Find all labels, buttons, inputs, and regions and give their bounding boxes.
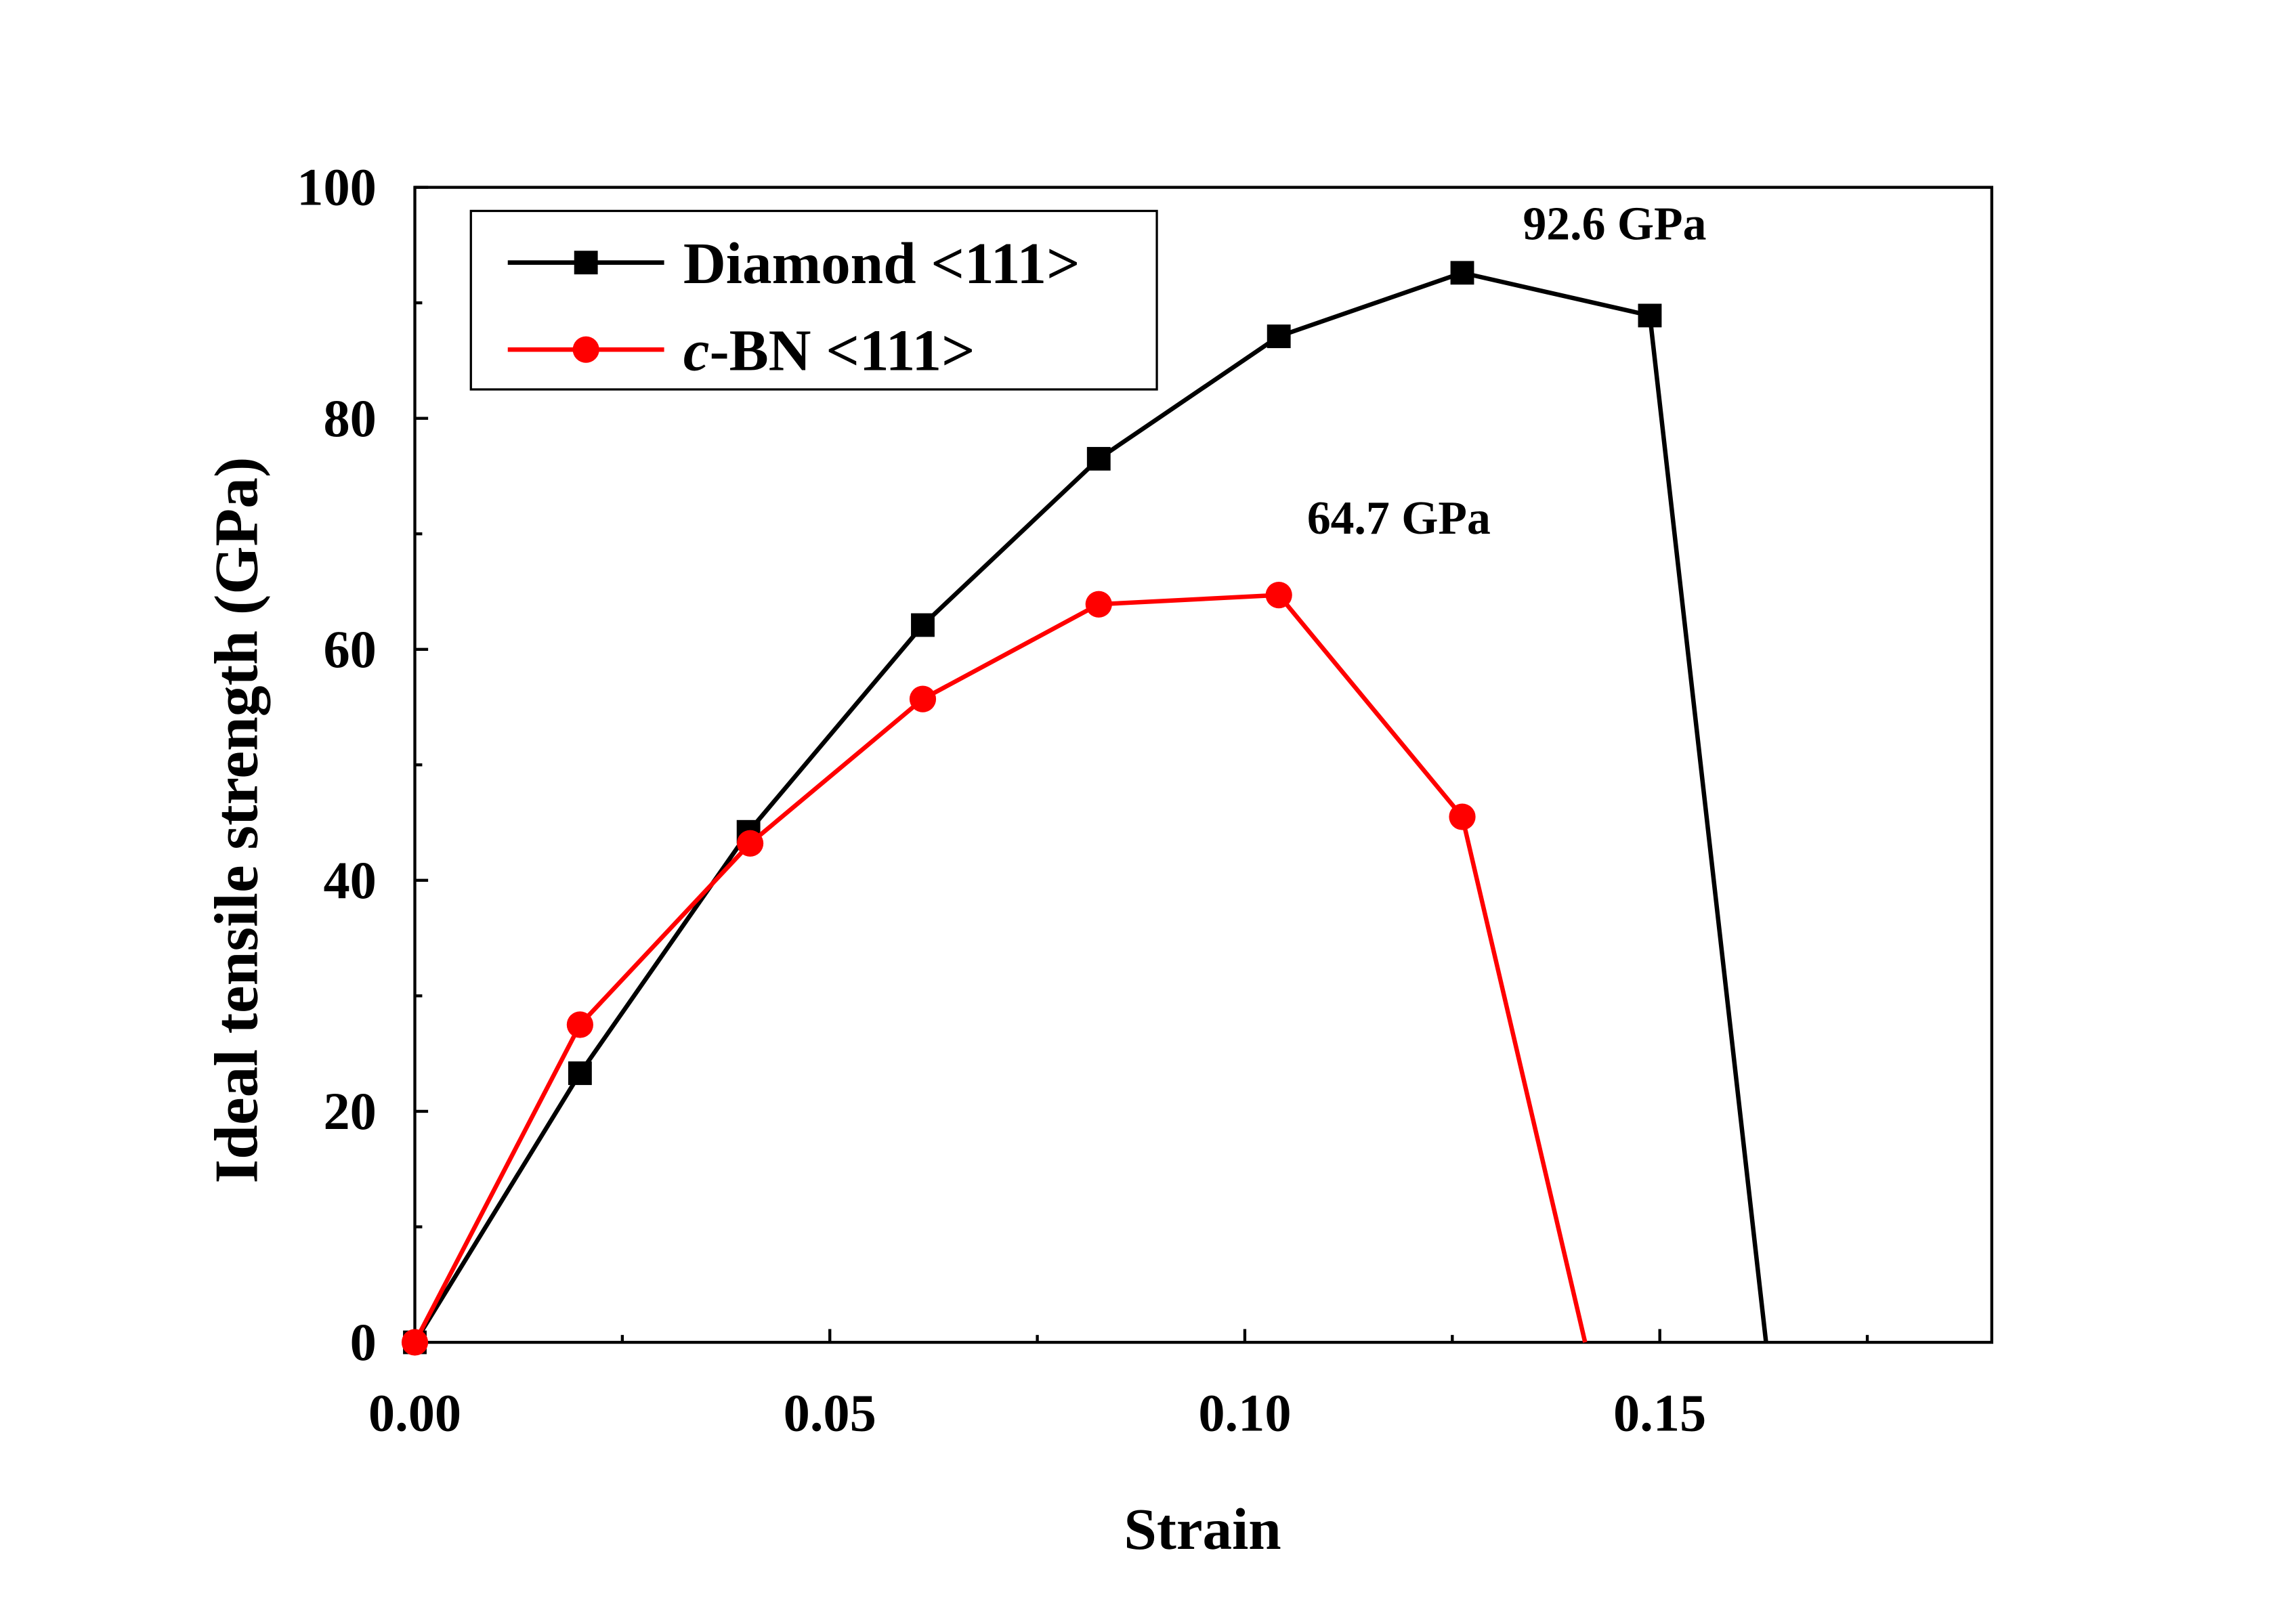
x-tick-label: 0.15 [1613, 1384, 1706, 1443]
diamond-data-point [1638, 303, 1662, 328]
cbn-data-point [566, 1011, 593, 1038]
x-tick-label: 0.10 [1198, 1384, 1291, 1443]
x-axis-label: Strain [1124, 1496, 1281, 1562]
cbn-data-point [1085, 591, 1112, 618]
legend-label: c-BN <111> [683, 318, 975, 383]
diamond-data-point [1450, 261, 1474, 285]
y-tick-label: 100 [297, 158, 377, 217]
x-tick-label: 0.00 [368, 1384, 461, 1443]
peak-annotation: 92.6 GPa [1523, 198, 1706, 250]
y-tick-label: 0 [350, 1313, 377, 1371]
y-tick-label: 40 [323, 851, 376, 910]
cbn-data-point [1449, 803, 1476, 830]
y-tick-label: 80 [323, 389, 376, 448]
cbn-data-point [1265, 582, 1292, 609]
cbn-series-line [412, 593, 1588, 1344]
legend-label: Diamond <111> [683, 230, 1080, 296]
cbn-data-point [909, 685, 937, 712]
diamond-data-point [568, 1061, 592, 1086]
cbn-data-point [401, 1329, 429, 1356]
cbn-data-point [736, 830, 764, 857]
plot-area: 0.00 0.05 0.10 0.15 0 20 40 60 80 100 92.6 GPa 64.7… [297, 158, 1994, 1443]
legend-item-diamond: Diamond <111> [507, 230, 1080, 296]
diamond-data-point [1086, 446, 1111, 471]
peak-annotation: 64.7 GPa [1307, 492, 1491, 545]
legend: Diamond <111> c-BN <111> [469, 209, 1158, 391]
y-axis-label: Ideal tensile strength (GPa) [201, 457, 270, 1184]
x-tick-label: 0.05 [784, 1384, 876, 1443]
diamond-series-line [412, 270, 1768, 1344]
diamond-data-point [911, 613, 935, 637]
diamond-data-point [1267, 324, 1291, 349]
y-tick-label: 60 [323, 620, 376, 679]
legend-square-marker [574, 251, 598, 275]
legend-circle-marker [572, 336, 599, 363]
legend-item-cbn: c-BN <111> [507, 318, 975, 383]
y-tick-label: 20 [323, 1082, 376, 1140]
